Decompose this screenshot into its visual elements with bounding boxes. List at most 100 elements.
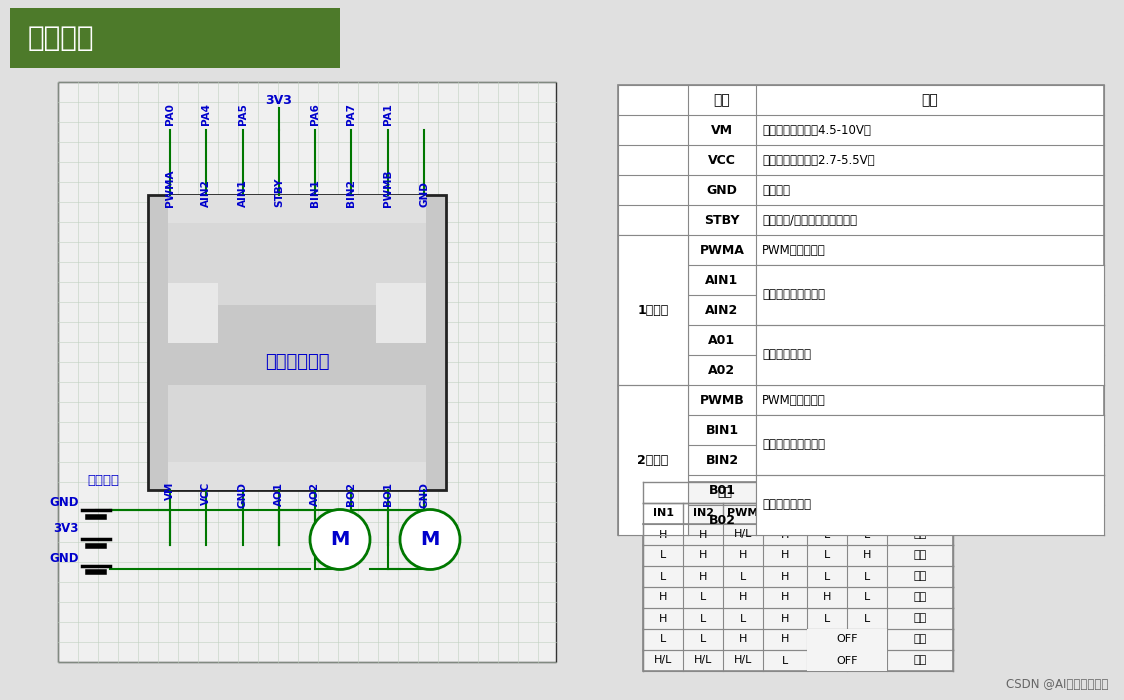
Text: 驱动电压输入端（4.5-10V）: 驱动电压输入端（4.5-10V） [762,123,871,136]
Text: L: L [660,634,667,645]
Text: 硬件电路: 硬件电路 [28,24,94,52]
Text: OFF: OFF [836,655,858,666]
Text: H: H [863,550,871,561]
Circle shape [400,510,460,570]
Text: 1路电机: 1路电机 [637,304,669,316]
Bar [807,629,887,650]
Text: L: L [660,550,667,561]
Text: H: H [781,571,789,582]
Text: 电源地端: 电源地端 [762,183,790,197]
Text: H/L: H/L [694,655,713,666]
Text: AIN1: AIN1 [237,179,247,207]
Text: PWMA: PWMA [699,244,744,256]
Text: H/L: H/L [734,655,752,666]
Bar [756,475,1104,535]
Text: BIN1: BIN1 [706,424,738,437]
Text: BIN2: BIN2 [706,454,738,466]
Text: H: H [781,529,789,540]
Bar [58,82,556,662]
Text: VCC: VCC [201,482,211,505]
Text: M: M [420,530,439,549]
Text: O1: O1 [818,508,835,519]
Text: 停止: 停止 [914,634,926,645]
Text: 输出: 输出 [872,486,888,499]
Text: STBY: STBY [769,508,800,519]
Bar [618,235,688,385]
Bar [10,8,339,68]
Text: L: L [700,613,706,624]
Text: 电机驱动输出端: 电机驱动输出端 [762,333,812,346]
Text: PA1: PA1 [382,103,392,125]
Text: 逻辑电平输入端（2.7-5.5V）: 逻辑电平输入端（2.7-5.5V） [762,153,874,167]
Text: M: M [330,530,350,549]
Text: PWM: PWM [727,508,759,519]
Bar [167,223,426,462]
Text: H: H [738,550,747,561]
Bar [618,85,1104,535]
Text: IN2: IN2 [692,508,714,519]
Text: H/L: H/L [654,655,672,666]
Text: 引脚: 引脚 [714,93,731,107]
Text: L: L [824,550,831,561]
Circle shape [310,510,370,570]
Bar [148,195,446,490]
Text: L: L [824,529,831,540]
Text: L: L [864,592,870,603]
Text: H: H [699,550,707,561]
Text: PA5: PA5 [237,103,247,125]
Text: O2: O2 [859,508,876,519]
Text: AO1: AO1 [274,482,284,506]
Text: H: H [781,550,789,561]
Text: OFF: OFF [836,634,858,645]
Text: PA6: PA6 [310,103,320,125]
Text: GND: GND [707,183,737,197]
Text: 电机驱动输出端: 电机驱动输出端 [762,498,812,512]
Text: AO2: AO2 [310,482,320,506]
Text: CSDN @AI从入门到实践: CSDN @AI从入门到实践 [1006,678,1108,692]
Text: STBY: STBY [705,214,740,227]
Text: L: L [700,634,706,645]
Text: L: L [864,529,870,540]
Text: VM: VM [711,123,733,136]
Text: GND: GND [49,496,79,510]
Text: 电机控制模式输入端: 电机控制模式输入端 [762,288,825,302]
Text: 电机驱动输出端: 电机驱动输出端 [762,349,812,361]
Text: H: H [738,634,747,645]
Text: H: H [659,529,668,540]
Text: VM: VM [165,482,175,500]
Bar [167,283,218,343]
Text: 电机驱动模块: 电机驱动模块 [265,354,329,372]
Text: H: H [659,613,668,624]
Text: AIN1: AIN1 [706,274,738,286]
Text: H: H [781,634,789,645]
Text: IN1: IN1 [653,508,673,519]
Text: PWM信号输入端: PWM信号输入端 [762,393,826,407]
Bar [167,305,426,385]
Text: 制动: 制动 [914,571,926,582]
Text: PWM信号输入端: PWM信号输入端 [762,244,826,256]
Text: BO1: BO1 [382,482,392,506]
Bar [756,265,1104,325]
Text: H: H [659,592,668,603]
Text: 正转: 正转 [914,592,926,603]
Text: 制动: 制动 [914,613,926,624]
Text: L: L [824,613,831,624]
Text: 电机控制模式输入端: 电机控制模式输入端 [762,274,825,286]
Text: L: L [660,571,667,582]
Text: 待机: 待机 [914,655,926,666]
Bar [377,283,426,343]
Bar [643,482,953,671]
Text: AIN2: AIN2 [706,304,738,316]
Text: L: L [782,655,788,666]
Bar [618,385,688,535]
Text: BIN1: BIN1 [310,179,320,207]
Text: L: L [740,613,746,624]
Text: VCC: VCC [708,153,736,167]
Bar [756,415,1104,475]
Text: PA7: PA7 [346,103,356,125]
Text: L: L [700,592,706,603]
Text: PA0: PA0 [165,103,175,125]
Text: L: L [864,613,870,624]
Text: H: H [699,529,707,540]
Text: H: H [738,592,747,603]
